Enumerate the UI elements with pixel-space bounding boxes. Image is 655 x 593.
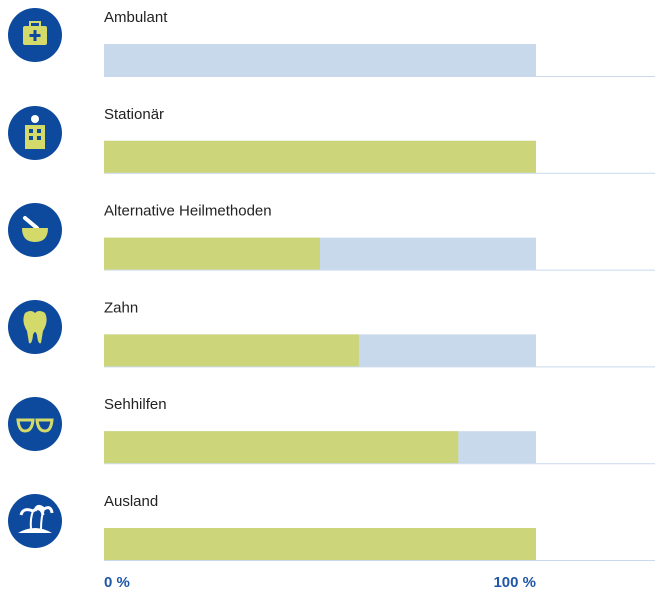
icon-zahn: [8, 300, 62, 354]
bar: [104, 140, 536, 173]
icon-stationaer: [8, 106, 62, 160]
icon-alternative: [8, 203, 62, 257]
icon-ausland: [8, 494, 62, 548]
icon-ambulant: [8, 8, 62, 62]
category-label: Alternative Heilmethoden: [104, 203, 272, 220]
bar-track: [104, 44, 536, 76]
category-label: Sehhilfen: [104, 396, 167, 413]
category-label: Stationär: [104, 106, 164, 123]
bar: [104, 431, 459, 464]
category-label: Ambulant: [104, 9, 168, 26]
category-label: Ausland: [104, 493, 158, 510]
icon-sehhilfen: [8, 397, 62, 451]
icons: [8, 8, 62, 548]
x-tick-label: 0 %: [104, 574, 130, 591]
bar: [104, 334, 359, 367]
x-tick-label: 100 %: [493, 574, 536, 591]
bar: [104, 237, 320, 270]
category-label: Zahn: [104, 299, 138, 316]
bar: [104, 528, 536, 560]
